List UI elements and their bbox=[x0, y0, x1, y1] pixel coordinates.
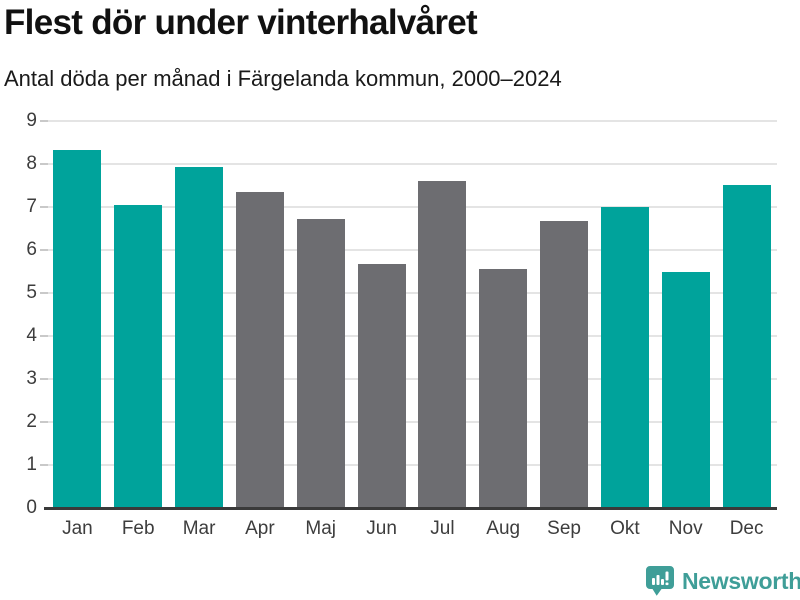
y-axis-label-2: 2 bbox=[26, 411, 37, 432]
brand-footer: Newsworthy bbox=[645, 565, 800, 597]
x-axis-label-sep: Sep bbox=[547, 518, 581, 539]
gridline-3 bbox=[47, 378, 777, 380]
y-axis-label-5: 5 bbox=[26, 282, 37, 303]
x-axis-label-nov: Nov bbox=[668, 518, 703, 539]
y-axis-tick-8 bbox=[40, 163, 48, 165]
y-axis-label-6: 6 bbox=[26, 239, 37, 260]
bar-feb bbox=[114, 205, 163, 508]
y-axis-label-9: 9 bbox=[26, 110, 37, 131]
gridline-5 bbox=[47, 292, 777, 294]
gridline-8 bbox=[47, 163, 777, 165]
y-axis-label-3: 3 bbox=[26, 368, 37, 389]
bar-mar bbox=[175, 167, 224, 508]
x-axis-label-apr: Apr bbox=[245, 518, 275, 539]
chart-subtitle: Antal döda per månad i Färgelanda kommun… bbox=[4, 66, 562, 91]
x-axis-label-feb: Feb bbox=[121, 518, 155, 539]
x-axis-label-mar: Mar bbox=[182, 518, 216, 539]
bar-jun bbox=[357, 264, 406, 508]
y-axis-tick-1 bbox=[40, 464, 48, 466]
y-axis-tick-7 bbox=[40, 206, 48, 208]
y-axis-label-8: 8 bbox=[26, 153, 37, 174]
y-axis-tick-5 bbox=[40, 292, 48, 294]
y-axis-label-0: 0 bbox=[26, 497, 37, 518]
y-axis-label-4: 4 bbox=[26, 325, 37, 346]
gridline-6 bbox=[47, 249, 777, 251]
bar-dec bbox=[722, 185, 771, 508]
gridline-2 bbox=[47, 421, 777, 423]
y-axis-tick-3 bbox=[40, 378, 48, 380]
gridline-4 bbox=[47, 335, 777, 337]
x-axis-label-jun: Jun bbox=[366, 518, 397, 539]
y-axis-tick-2 bbox=[40, 421, 48, 423]
brand-name: Newsworthy bbox=[682, 567, 800, 594]
bar-okt bbox=[600, 207, 649, 508]
y-axis-tick-4 bbox=[40, 335, 48, 337]
bar-jan bbox=[53, 150, 102, 508]
gridline-7 bbox=[47, 206, 777, 208]
y-axis-tick-6 bbox=[40, 249, 48, 251]
x-axis-line bbox=[44, 507, 777, 510]
y-axis-label-1: 1 bbox=[26, 454, 37, 475]
x-axis-label-okt: Okt bbox=[610, 518, 640, 539]
x-axis-label-jul: Jul bbox=[430, 518, 455, 539]
x-axis-label-jan: Jan bbox=[62, 518, 93, 539]
y-axis-label-7: 7 bbox=[26, 196, 37, 217]
x-axis-label-maj: Maj bbox=[305, 518, 336, 539]
gridline-1 bbox=[47, 464, 777, 466]
chart-title: Flest dör under vinterhalvåret bbox=[4, 3, 478, 42]
x-axis-label-dec: Dec bbox=[729, 518, 764, 539]
y-axis-tick-9 bbox=[40, 120, 48, 122]
gridline-9 bbox=[47, 120, 777, 122]
bar-maj bbox=[296, 219, 345, 508]
bar-aug bbox=[479, 269, 528, 508]
bar-apr bbox=[235, 192, 284, 508]
newsworthy-logo-icon bbox=[646, 566, 674, 596]
x-axis-label-aug: Aug bbox=[486, 518, 521, 539]
bar-jul bbox=[418, 181, 467, 508]
bar-sep bbox=[540, 221, 589, 508]
bar-nov bbox=[661, 272, 710, 508]
